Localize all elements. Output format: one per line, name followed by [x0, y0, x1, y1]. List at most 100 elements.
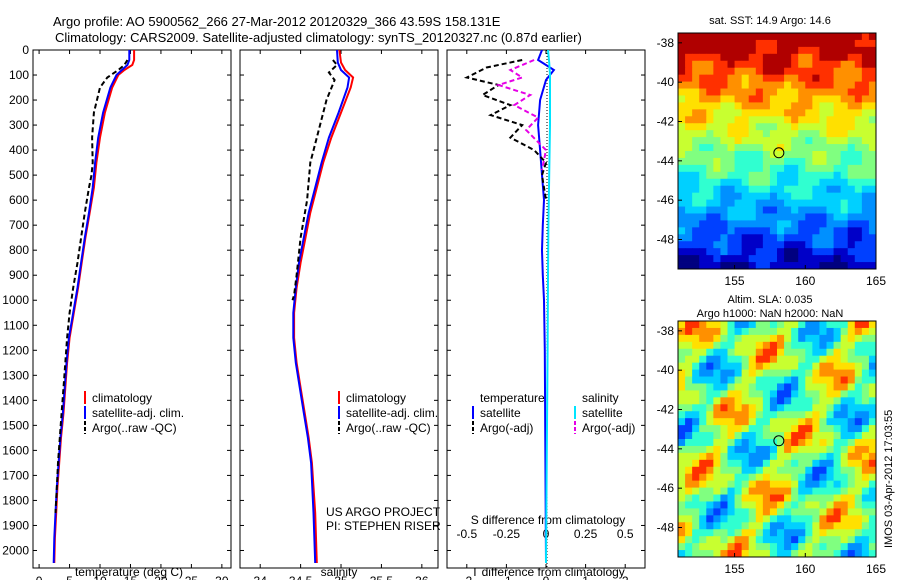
heatmap-cell: [819, 543, 827, 551]
heatmap-cell: [791, 227, 799, 235]
heatmap-cell: [847, 543, 856, 551]
heatmap-cell: [755, 550, 764, 558]
heatmap-cell: [720, 116, 728, 124]
heatmap-cell: [720, 348, 728, 357]
heatmap-cell: [847, 33, 856, 41]
heatmap-cell: [861, 362, 870, 370]
heatmap-cell: [833, 130, 842, 138]
heatmap-cell: [685, 334, 693, 343]
heatmap-cell: [769, 480, 778, 488]
heatmap-cell: [805, 46, 813, 55]
heatmap-cell: [713, 74, 721, 82]
heatmap-cell: [748, 116, 757, 124]
heatmap-cell: [868, 130, 877, 138]
heatmap-cell: [755, 522, 764, 530]
heatmap-cell: [812, 341, 820, 350]
heatmap-cell: [748, 262, 757, 270]
heatmap-cell: [868, 95, 877, 103]
x-tick-label: -1: [501, 574, 512, 580]
heatmap-cell: [692, 341, 700, 350]
heatmap-cell: [678, 262, 686, 270]
heatmap-cell: [812, 102, 820, 110]
heatmap-cell: [678, 522, 686, 530]
heatmap-cell: [791, 234, 799, 242]
heatmap-cell: [854, 459, 863, 468]
heatmap-cell: [798, 227, 806, 235]
legend-label-argo: Argo(..raw -QC): [346, 421, 431, 435]
heatmap-cell: [678, 144, 686, 152]
heatmap-cell: [777, 515, 785, 523]
heatmap-cell: [748, 536, 757, 544]
x-tick-label: 2: [622, 574, 629, 580]
heatmap-cell: [741, 185, 750, 194]
heatmap-cell: [847, 348, 856, 357]
heatmap-cell: [791, 390, 799, 398]
heatmap-cell: [819, 480, 827, 488]
heatmap-cell: [833, 383, 842, 391]
heatmap-cell: [784, 321, 792, 329]
heatmap-cell: [840, 102, 849, 110]
heatmap-cell: [678, 213, 686, 221]
heatmap-cell: [812, 123, 820, 131]
heatmap-cell: [755, 390, 764, 398]
heatmap-cell: [833, 425, 842, 433]
heatmap-cell: [734, 543, 743, 551]
heatmap-cell: [706, 60, 714, 69]
heatmap-cell: [706, 459, 714, 468]
x-tick-label: 5: [66, 574, 73, 580]
heatmap-cell: [798, 241, 806, 249]
heatmap-cell: [812, 60, 820, 69]
heatmap-cell: [769, 123, 778, 131]
heatmap-cell: [805, 459, 813, 468]
heatmap-cell: [762, 81, 771, 89]
heatmap-cell: [791, 348, 799, 357]
heatmap-cell: [755, 376, 764, 384]
heatmap-cell: [706, 67, 714, 76]
heatmap-cell: [777, 466, 785, 475]
heatmap-cell: [748, 529, 757, 537]
heatmap-cell: [699, 411, 707, 419]
heatmap-cell: [805, 543, 813, 551]
heatmap-cell: [755, 164, 764, 173]
heatmap-cell: [762, 369, 771, 377]
heatmap-cell: [706, 404, 714, 412]
heatmap-cell: [861, 487, 870, 495]
heatmap-cell: [741, 88, 750, 96]
heatmap-cell: [734, 369, 743, 377]
heatmap-cell: [699, 144, 707, 152]
heatmap-cell: [812, 529, 820, 537]
heatmap-cell: [784, 206, 792, 214]
salinity-legend: climatology satellite-adj. clim. Argo(..…: [338, 391, 438, 435]
heatmap-cell: [819, 452, 827, 461]
heatmap-cell: [685, 480, 693, 488]
heatmap-cell: [840, 171, 849, 180]
heatmap-cell: [798, 543, 806, 551]
heatmap-cell: [727, 151, 735, 159]
heatmap-cell: [685, 130, 693, 138]
heatmap-cell: [798, 46, 806, 55]
heatmap-cell: [720, 473, 728, 482]
heatmap-cell: [734, 508, 743, 516]
heatmap-cell: [833, 74, 842, 82]
heatmap-cell: [847, 248, 856, 256]
heatmap-cell: [854, 321, 863, 329]
heatmap-cell: [805, 355, 813, 364]
heatmap-cell: [692, 102, 700, 110]
heatmap-cell: [755, 501, 764, 509]
heatmap-cell: [784, 508, 792, 516]
heatmap-cell: [713, 123, 721, 131]
heatmap-cell: [692, 369, 700, 377]
heatmap-cell: [868, 432, 877, 440]
heatmap-cell: [826, 397, 834, 405]
heatmap-cell: [769, 487, 778, 495]
heatmap-cell: [812, 487, 820, 495]
heatmap-cell: [784, 185, 792, 194]
heatmap-cell: [840, 137, 849, 145]
heatmap-cell: [678, 60, 686, 69]
heatmap-cell: [798, 445, 806, 454]
heatmap-cell: [678, 74, 686, 82]
heatmap-cell: [706, 206, 714, 214]
heatmap-cell: [692, 459, 700, 468]
heatmap-cell: [805, 445, 813, 454]
heatmap-cell: [734, 383, 743, 391]
